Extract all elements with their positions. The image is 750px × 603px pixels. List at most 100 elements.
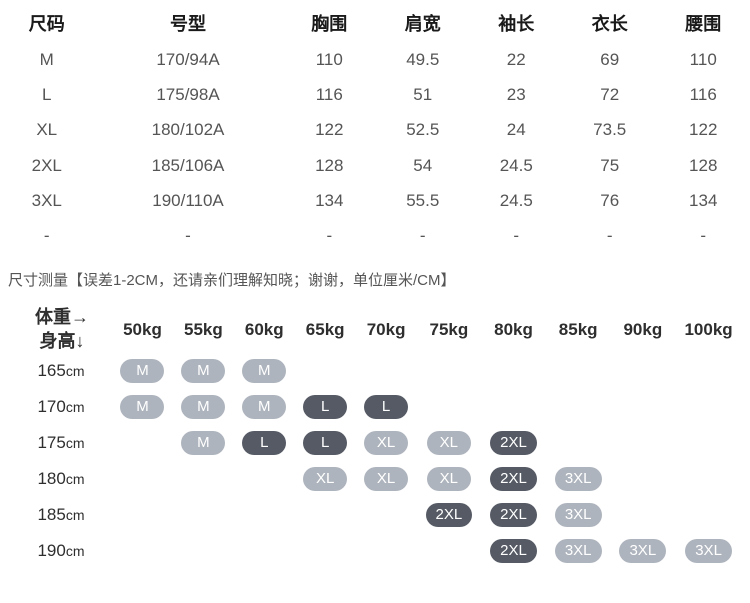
rec-header-row: 体重→ 身高↓ 50kg55kg60kg65kg70kg75kg80kg85kg… <box>16 306 742 353</box>
rec-cell <box>295 497 356 533</box>
rec-cell <box>356 497 417 533</box>
size-table-cell: XL <box>0 112 93 147</box>
size-table-cell: 175/98A <box>93 77 282 112</box>
size-table-header-cell: 肩宽 <box>376 4 469 42</box>
rec-weight-header: 65kg <box>295 306 356 353</box>
rec-cell: 2XL <box>481 461 546 497</box>
rec-cell: M <box>112 389 173 425</box>
size-table-cell: 76 <box>563 183 656 218</box>
size-table-cell: - <box>563 218 656 253</box>
rec-cell: XL <box>417 461 482 497</box>
rec-height-label: 185cm <box>16 497 112 533</box>
rec-weight-header: 100kg <box>675 306 742 353</box>
size-table-cell: 69 <box>563 42 656 77</box>
size-table-cell: 49.5 <box>376 42 469 77</box>
size-table-cell: 110 <box>283 42 376 77</box>
size-pill: 3XL <box>555 503 602 527</box>
rec-cell: 3XL <box>675 533 742 569</box>
size-table-cell: 190/110A <box>93 183 282 218</box>
size-pill: XL <box>427 467 471 491</box>
rec-height-label: 190cm <box>16 533 112 569</box>
size-pill: 2XL <box>490 467 537 491</box>
corner-height-label: 身高↓ <box>16 330 108 353</box>
corner-weight-label: 体重→ <box>16 306 108 329</box>
rec-cell: XL <box>295 461 356 497</box>
rec-weight-header: 90kg <box>611 306 676 353</box>
size-pill: 3XL <box>685 539 732 563</box>
size-table-cell: 75 <box>563 148 656 183</box>
size-table-header-cell: 衣长 <box>563 4 656 42</box>
size-table-cell: 110 <box>656 42 750 77</box>
rec-cell <box>112 461 173 497</box>
rec-row: 170cmMMMLL <box>16 389 742 425</box>
size-pill: M <box>120 395 164 419</box>
size-table-row: M170/94A11049.52269110 <box>0 42 750 77</box>
size-table-cell: 185/106A <box>93 148 282 183</box>
rec-cell <box>611 389 676 425</box>
rec-cell: L <box>234 425 295 461</box>
rec-cell: XL <box>356 461 417 497</box>
rec-cell <box>234 497 295 533</box>
rec-cell <box>173 533 234 569</box>
size-pill: M <box>242 395 286 419</box>
rec-row: 180cmXLXLXL2XL3XL <box>16 461 742 497</box>
size-table-body: M170/94A11049.52269110L175/98A1165123721… <box>0 42 750 253</box>
rec-cell <box>675 497 742 533</box>
size-pill: M <box>242 359 286 383</box>
size-table-row: ------- <box>0 218 750 253</box>
rec-cell <box>173 461 234 497</box>
size-table-header-cell: 号型 <box>93 4 282 42</box>
rec-cell <box>295 353 356 389</box>
size-table-header-cell: 尺码 <box>0 4 93 42</box>
size-table-cell: 73.5 <box>563 112 656 147</box>
size-table-cell: 170/94A <box>93 42 282 77</box>
rec-cell: XL <box>417 425 482 461</box>
size-pill: XL <box>364 431 408 455</box>
rec-cell <box>546 353 611 389</box>
size-pill: M <box>120 359 164 383</box>
measurement-note: 尺寸测量【误差1-2CM，还请亲们理解知晓；谢谢，单位厘米/CM】 <box>0 253 750 300</box>
rec-cell: L <box>356 389 417 425</box>
size-table-cell: - <box>656 218 750 253</box>
size-table-cell: 2XL <box>0 148 93 183</box>
rec-cell <box>481 389 546 425</box>
size-table-header-cell: 袖长 <box>470 4 563 42</box>
size-table-cell: 116 <box>656 77 750 112</box>
rec-height-label: 175cm <box>16 425 112 461</box>
rec-cell <box>417 533 482 569</box>
rec-cell <box>546 389 611 425</box>
rec-cell: L <box>295 425 356 461</box>
size-pill: 2XL <box>490 431 537 455</box>
rec-cell <box>481 353 546 389</box>
size-table-cell: 51 <box>376 77 469 112</box>
rec-corner-cell: 体重→ 身高↓ <box>16 306 112 353</box>
size-table-cell: 55.5 <box>376 183 469 218</box>
rec-cell <box>112 497 173 533</box>
rec-cell: XL <box>356 425 417 461</box>
size-table-cell: 24.5 <box>470 183 563 218</box>
size-table-cell: 122 <box>656 112 750 147</box>
size-table-cell: 22 <box>470 42 563 77</box>
rec-cell: 2XL <box>481 533 546 569</box>
size-table-cell: L <box>0 77 93 112</box>
recommendation-table: 体重→ 身高↓ 50kg55kg60kg65kg70kg75kg80kg85kg… <box>16 306 742 569</box>
rec-cell: M <box>173 425 234 461</box>
rec-weight-header: 55kg <box>173 306 234 353</box>
rec-row: 175cmMLLXLXL2XL <box>16 425 742 461</box>
rec-cell <box>234 461 295 497</box>
rec-cell <box>675 425 742 461</box>
rec-cell <box>675 461 742 497</box>
size-table-header-row: 尺码号型胸围肩宽袖长衣长腰围 <box>0 4 750 42</box>
rec-cell <box>611 497 676 533</box>
rec-cell <box>112 533 173 569</box>
size-pill: 2XL <box>426 503 473 527</box>
recommendation-chart: 体重→ 身高↓ 50kg55kg60kg65kg70kg75kg80kg85kg… <box>0 300 750 589</box>
rec-cell: M <box>173 389 234 425</box>
size-table-row: 3XL190/110A13455.524.576134 <box>0 183 750 218</box>
size-pill: L <box>303 431 347 455</box>
rec-cell <box>675 353 742 389</box>
size-pill: M <box>181 395 225 419</box>
rec-cell <box>611 353 676 389</box>
rec-weight-header: 50kg <box>112 306 173 353</box>
rec-weight-header: 70kg <box>356 306 417 353</box>
